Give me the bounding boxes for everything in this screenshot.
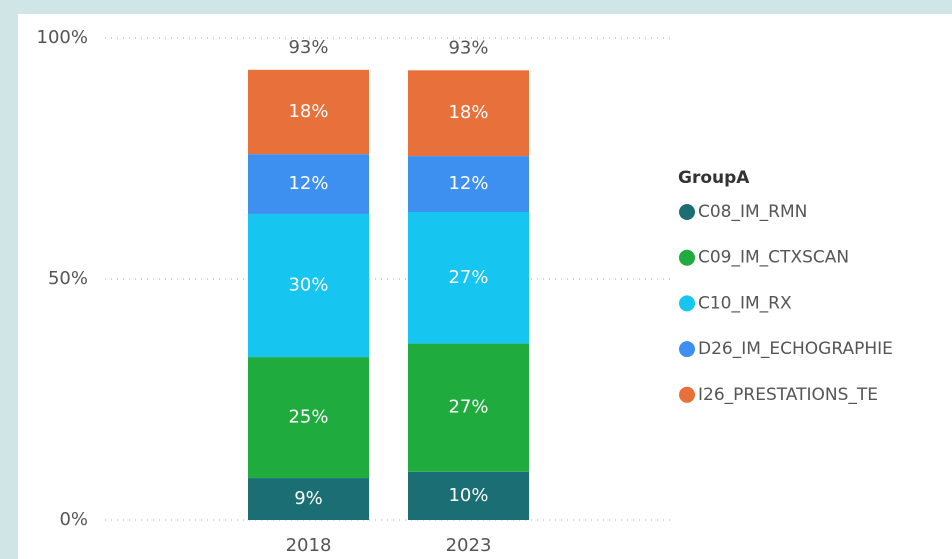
y-tick-label: 100% (37, 27, 88, 48)
legend-label: C10_IM_RX (698, 293, 792, 313)
bar-segment (408, 343, 529, 472)
data-label: 30% (288, 275, 328, 296)
bar-segment (248, 213, 369, 358)
legend-title: GroupA (678, 168, 750, 188)
bar-segment (408, 212, 529, 344)
data-label: 12% (448, 173, 488, 194)
data-label: 10% (448, 485, 488, 506)
x-tick-label: 2023 (446, 535, 492, 556)
data-label: 9% (294, 488, 323, 509)
bar-segment (248, 154, 369, 214)
data-label: 18% (288, 101, 328, 122)
data-label: 12% (288, 173, 328, 194)
bar-segment (408, 70, 529, 157)
legend-label: C09_IM_CTXSCAN (698, 248, 849, 268)
bar-segment (248, 357, 369, 479)
legend-marker (679, 386, 695, 403)
x-tick-label: 2018 (286, 535, 332, 556)
data-label: 27% (448, 267, 488, 288)
data-label: 18% (448, 102, 488, 123)
y-tick-label: 50% (48, 268, 88, 289)
bar-segment (248, 478, 369, 520)
legend-label: D26_IM_ECHOGRAPHIE (698, 339, 893, 359)
legend-marker (679, 341, 695, 358)
y-tick-label: 0% (59, 509, 88, 530)
legend-label: C08_IM_RMN (698, 202, 807, 222)
bar-segment (408, 156, 529, 213)
data-label: 27% (448, 397, 488, 418)
data-label: 25% (288, 407, 328, 428)
legend-marker (679, 204, 695, 220)
total-label: 93% (448, 37, 488, 58)
legend-marker (679, 295, 695, 312)
bar-segment (248, 69, 369, 155)
legend-marker (679, 249, 695, 266)
legend-label: I26_PRESTATIONS_TE (698, 385, 878, 405)
bar-segment (408, 471, 529, 520)
total-label: 93% (288, 37, 328, 58)
